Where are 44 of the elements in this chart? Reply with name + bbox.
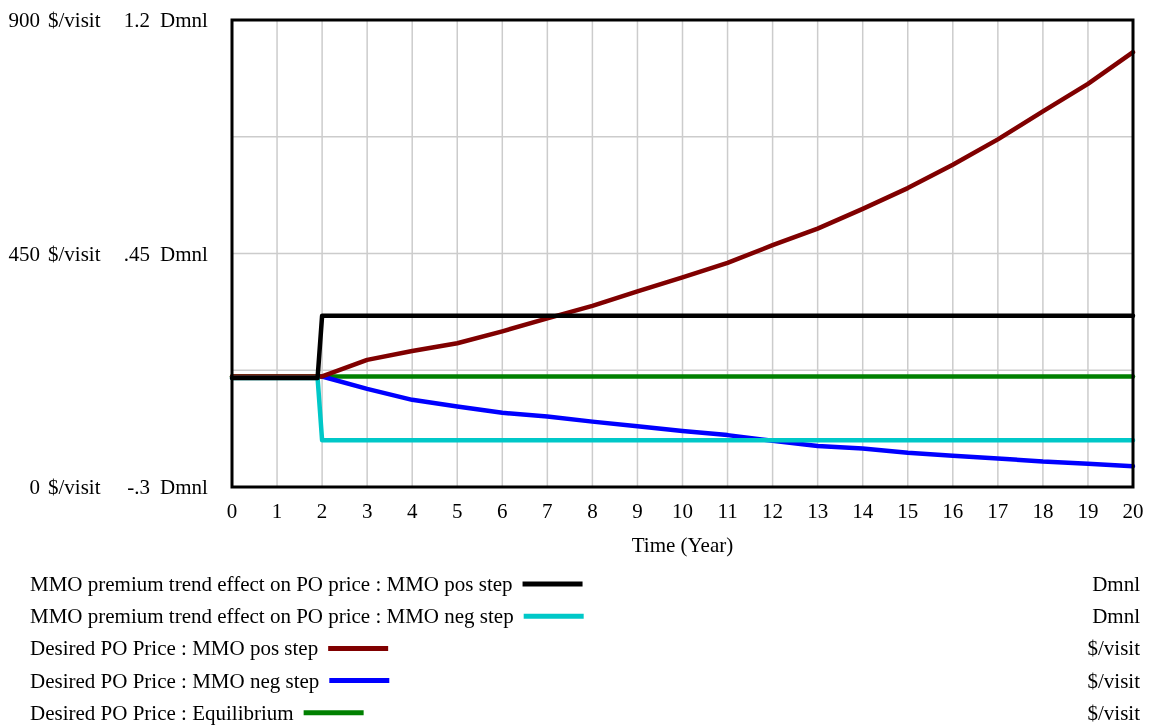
text: $/visit [1087, 636, 1140, 661]
text: $/visit [48, 8, 101, 32]
y2-tick-label: 900 [8, 8, 40, 32]
x-tick-label: 15 [897, 499, 919, 523]
x-tick-label: 7 [542, 499, 553, 523]
y2-axis-title: $/visit [48, 475, 101, 499]
x-tick-label: 19 [1077, 499, 1099, 523]
legend-label: Desired PO Price : MMO pos step [30, 636, 319, 661]
legend-label: MMO premium trend effect on PO price : MMO pos step [30, 572, 513, 596]
y-axis-title: Dmnl [160, 475, 208, 499]
x-axis-title: Time (Year) [631, 533, 734, 557]
y-tick-label: 1.2 [123, 8, 150, 32]
text: $/visit [1087, 700, 1140, 725]
y2-tick-label: 450 [8, 241, 40, 266]
text: Dmnl [160, 241, 208, 266]
legend-label: MMO premium trend effect on PO price : MMO neg step [30, 604, 514, 629]
x-tick-label: 12 [762, 499, 784, 523]
x-tick-label: 14 [852, 499, 874, 523]
legend-label: Desired PO Price : MMO neg step [30, 668, 320, 693]
x-tick-label: 20 [1122, 499, 1144, 523]
x-tick-label: 5 [452, 499, 463, 523]
text: $/visit [1087, 668, 1140, 693]
x-tick-label: 2 [316, 499, 328, 523]
x-tick-label: 13 [807, 499, 829, 523]
x-tick-label: 16 [942, 499, 964, 523]
y-tick-label: .45 [123, 241, 150, 266]
x-tick-label: 4 [406, 499, 418, 523]
y-tick-label: -.3 [127, 475, 150, 499]
legend-label: Desired PO Price : Equilibrium [30, 700, 294, 725]
x-tick-label: 3 [361, 499, 373, 523]
x-tick-label: 8 [587, 499, 598, 523]
x-tick-label: 6 [497, 499, 508, 523]
x-tick-label: 1 [271, 499, 283, 523]
x-tick-label: 17 [987, 499, 1009, 523]
x-tick-label: 18 [1032, 499, 1054, 523]
text: Dmnl [160, 8, 208, 32]
x-tick-label: 0 [226, 499, 238, 523]
x-tick-label: 10 [672, 499, 693, 523]
text: Dmnl [1092, 572, 1140, 596]
text: $/visit [48, 241, 101, 266]
y2-tick-label: 0 [29, 475, 40, 499]
text: Dmnl [1092, 604, 1140, 629]
x-tick-label: 9 [632, 499, 643, 523]
x-tick-label: 11 [717, 499, 738, 523]
